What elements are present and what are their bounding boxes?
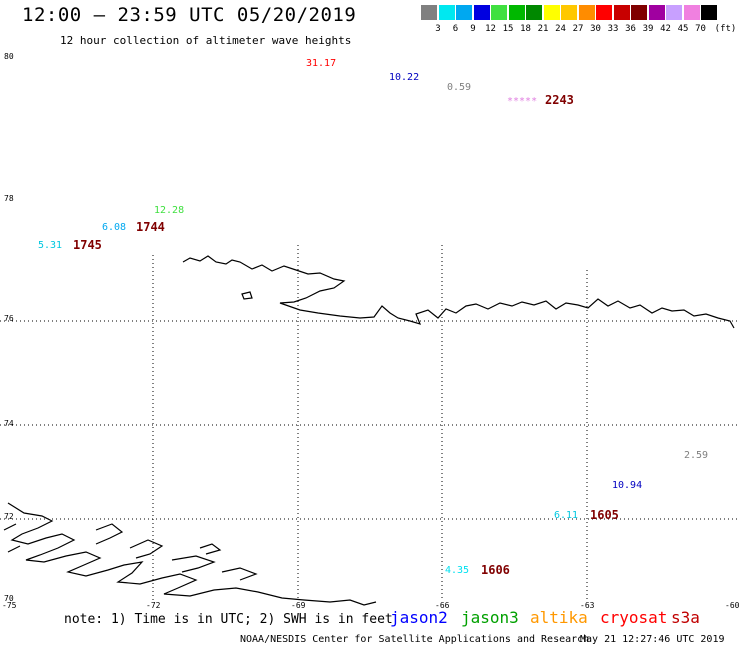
satellite-label: jason3 [461, 608, 519, 627]
legend-swatch [631, 5, 647, 20]
pass-time: 1605 [590, 508, 619, 522]
page-title: 12:00 – 23:59 UTC 05/20/2019 [22, 4, 357, 26]
legend-swatch [561, 5, 577, 20]
satellite-label: cryosat [600, 608, 668, 627]
lat-label: 70 [4, 594, 14, 603]
lat-label: 76 [4, 314, 14, 323]
legend-level-label: 42 [660, 24, 671, 34]
legend-swatch [701, 5, 717, 20]
coastline-south-inner [3, 523, 258, 581]
legend-swatch [596, 5, 612, 20]
legend-level-label: 12 [485, 24, 496, 34]
lat-label: 74 [4, 419, 14, 428]
legend-level-label: 21 [537, 24, 549, 34]
pass-time: 1745 [73, 238, 102, 252]
swh-value: 6.11 [554, 510, 579, 521]
satellite-label: jason2 [390, 608, 448, 627]
legend-level-label: 30 [590, 24, 601, 34]
legend-level-label: 24 [555, 24, 566, 34]
legend-level-label: 33 [607, 24, 619, 34]
lon-label: -63 [580, 601, 595, 610]
swh-value: 10.22 [389, 72, 420, 83]
swh-value: 10.94 [612, 480, 643, 491]
graticule [0, 245, 740, 600]
legend-swatch [508, 5, 525, 20]
legend-swatch [491, 5, 507, 20]
coastline-north-islet [241, 291, 253, 300]
legend-swatch [648, 5, 665, 20]
legend-swatch [421, 5, 437, 20]
swh-value: 4.35 [445, 565, 470, 576]
legend-swatch [683, 5, 700, 20]
legend-level-label: 70 [695, 24, 706, 34]
legend-level-label: 3 [435, 24, 441, 34]
credit-line: NOAA/NESDIS Center for Satellite Applica… [240, 634, 590, 645]
legend-level-label: 45 [677, 24, 689, 34]
footnote: note: 1) Time is in UTC; 2) SWH is in fe… [64, 612, 393, 627]
lon-label: -66 [435, 601, 450, 610]
legend-swatch [613, 5, 630, 20]
lon-label: -69 [291, 601, 306, 610]
legend-swatch [526, 5, 542, 20]
lat-label: 78 [4, 194, 14, 203]
generated-timestamp: May 21 12:27:46 UTC 2019 [580, 634, 725, 645]
swh-value: 12.28 [154, 205, 185, 216]
legend-level-label: 9 [470, 24, 476, 34]
legend-level-label: 18 [520, 24, 531, 34]
legend-level-label: 39 [642, 24, 654, 34]
lon-label: -75 [2, 601, 17, 610]
coastline-north [182, 255, 735, 329]
legend-swatch [456, 5, 472, 20]
coastline-south [7, 502, 377, 606]
swh-value: 2.59 [684, 450, 709, 461]
legend-level-label: 36 [625, 24, 636, 34]
legend-unit: (ft) [714, 24, 737, 34]
lat-label: 72 [4, 512, 14, 521]
swh-value: ***** [507, 96, 538, 107]
lat-label: 80 [4, 52, 14, 61]
lon-label: -72 [146, 601, 161, 610]
pass-time: 1744 [136, 220, 165, 234]
legend-level-label: 6 [452, 24, 459, 34]
legend-swatch [473, 5, 490, 20]
swh-value: 5.31 [38, 240, 63, 251]
swh-value: 6.08 [102, 222, 127, 233]
pass-time: 1606 [481, 563, 510, 577]
legend-level-label: 27 [572, 24, 584, 34]
legend-swatch [578, 5, 595, 20]
pass-time: 2243 [545, 93, 574, 107]
satellite-label: s3a [671, 608, 700, 627]
satellite-label: altika [530, 608, 588, 627]
swh-value: 31.17 [306, 58, 337, 69]
lon-label: -60 [725, 601, 740, 610]
page-subtitle: 12 hour collection of altimeter wave hei… [60, 34, 352, 47]
legend-swatch [438, 5, 455, 20]
legend-level-label: 15 [502, 24, 514, 34]
swh-value: 0.59 [447, 82, 472, 93]
legend-swatch [543, 5, 560, 20]
legend-swatch [666, 5, 682, 20]
